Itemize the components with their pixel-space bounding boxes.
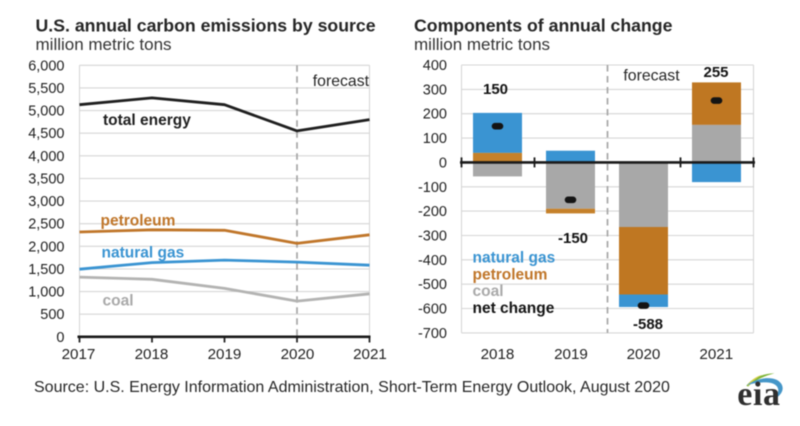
svg-text:-300: -300: [418, 229, 447, 245]
svg-text:4,500: 4,500: [28, 126, 64, 142]
svg-text:150: 150: [483, 81, 508, 98]
svg-text:-500: -500: [418, 277, 447, 293]
svg-text:0: 0: [439, 155, 447, 171]
svg-text:U.S. annual carbon emissions b: U.S. annual carbon emissions by source: [36, 16, 376, 36]
svg-text:200: 200: [423, 107, 447, 123]
svg-text:natural gas: natural gas: [473, 250, 556, 267]
svg-text:petroleum: petroleum: [473, 266, 548, 283]
svg-text:6,000: 6,000: [28, 58, 64, 74]
svg-text:Source: U.S. Energy Informatio: Source: U.S. Energy Information Administ…: [34, 379, 670, 396]
svg-text:total energy: total energy: [103, 112, 191, 129]
svg-text:million metric tons: million metric tons: [414, 35, 550, 54]
svg-text:-100: -100: [418, 180, 447, 196]
svg-text:2019: 2019: [208, 346, 242, 363]
svg-text:-700: -700: [418, 326, 447, 342]
svg-text:3,500: 3,500: [28, 172, 64, 188]
svg-text:255: 255: [703, 64, 728, 81]
svg-text:petroleum: petroleum: [101, 213, 176, 230]
svg-text:0: 0: [56, 330, 64, 346]
svg-text:-400: -400: [418, 253, 447, 269]
svg-text:2019: 2019: [554, 346, 588, 363]
svg-text:2,500: 2,500: [28, 217, 64, 233]
svg-text:2020: 2020: [281, 346, 315, 363]
svg-text:million metric tons: million metric tons: [36, 35, 172, 54]
svg-text:5,000: 5,000: [28, 104, 64, 120]
svg-text:forecast: forecast: [623, 68, 680, 85]
svg-text:2018: 2018: [135, 346, 169, 363]
svg-text:300: 300: [423, 82, 447, 98]
svg-text:2,000: 2,000: [28, 239, 64, 255]
svg-text:-150: -150: [558, 230, 588, 247]
svg-text:net change: net change: [473, 300, 555, 317]
svg-text:100: 100: [423, 131, 447, 147]
svg-text:Components of annual change: Components of annual change: [414, 16, 673, 36]
svg-text:1,000: 1,000: [28, 285, 64, 301]
svg-text:3,000: 3,000: [28, 194, 64, 210]
svg-text:2021: 2021: [353, 346, 387, 363]
svg-text:forecast: forecast: [313, 73, 370, 90]
svg-text:2017: 2017: [62, 346, 96, 363]
svg-text:1,500: 1,500: [28, 262, 64, 278]
svg-text:-200: -200: [418, 204, 447, 220]
svg-text:coal: coal: [473, 283, 504, 300]
svg-text:-600: -600: [418, 302, 447, 318]
svg-text:2020: 2020: [627, 346, 661, 363]
svg-text:eia: eia: [737, 376, 780, 413]
svg-text:2018: 2018: [481, 346, 515, 363]
svg-text:2021: 2021: [699, 346, 733, 363]
svg-text:natural gas: natural gas: [102, 245, 185, 262]
svg-text:500: 500: [40, 307, 64, 323]
svg-text:5,500: 5,500: [28, 81, 64, 97]
svg-text:400: 400: [423, 58, 447, 74]
svg-text:coal: coal: [103, 293, 134, 310]
svg-text:-588: -588: [633, 316, 663, 333]
svg-text:4,000: 4,000: [28, 149, 64, 165]
